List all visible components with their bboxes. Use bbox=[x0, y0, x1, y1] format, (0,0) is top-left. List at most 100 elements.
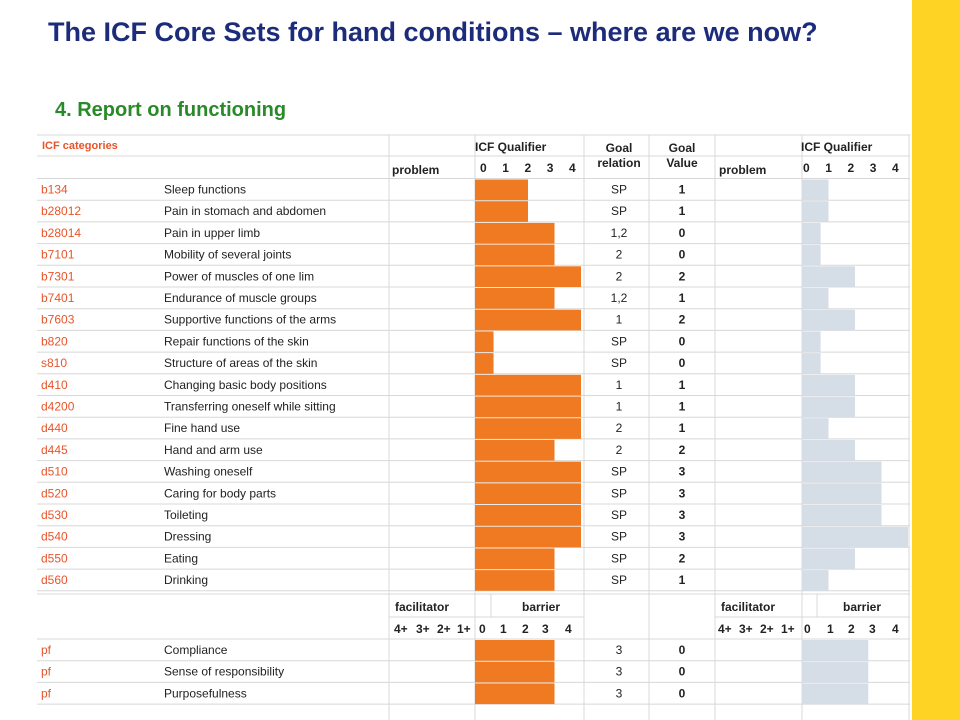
bar-after bbox=[802, 683, 869, 705]
bar-after bbox=[802, 309, 855, 331]
bar-before bbox=[475, 288, 555, 309]
table-text: ICF categories ICF Qualifier Goal relati… bbox=[41, 140, 899, 700]
row-goal-relation: 2 bbox=[616, 269, 623, 283]
row-name: Purposefulness bbox=[164, 686, 247, 700]
goal-value-header-line2: Value bbox=[666, 156, 698, 170]
bar-before bbox=[475, 179, 528, 201]
row-goal-value: 0 bbox=[679, 226, 686, 240]
report-svg: ICF categories ICF Qualifier Goal relati… bbox=[37, 134, 910, 720]
row-goal-relation: 3 bbox=[616, 643, 623, 657]
bar-after bbox=[802, 661, 869, 683]
row-goal-value: 2 bbox=[679, 443, 686, 457]
accent-bar bbox=[912, 0, 960, 720]
row-goal-relation: SP bbox=[611, 573, 627, 587]
row-goal-value: 1 bbox=[679, 183, 686, 197]
bar-after bbox=[802, 374, 855, 396]
bar-before bbox=[475, 483, 581, 504]
row-code: d540 bbox=[41, 530, 68, 544]
row-goal-relation: SP bbox=[611, 356, 627, 370]
qualifier-bars bbox=[475, 179, 908, 705]
row-goal-relation: 2 bbox=[616, 421, 623, 435]
bar-before bbox=[475, 374, 581, 396]
bar-after bbox=[802, 418, 829, 439]
row-goal-value: 0 bbox=[679, 356, 686, 370]
bar-after bbox=[802, 570, 829, 591]
row-goal-value: 0 bbox=[679, 665, 686, 679]
row-code: d410 bbox=[41, 378, 68, 392]
personal-scale-label-after: 3 bbox=[869, 622, 876, 636]
row-code: b7101 bbox=[41, 248, 75, 262]
bar-after bbox=[802, 266, 855, 287]
personal-scale-label-after: 1+ bbox=[781, 622, 795, 636]
row-code: d445 bbox=[41, 443, 68, 457]
icf-qualifier-header-after: ICF Qualifier bbox=[801, 140, 873, 154]
row-goal-relation: SP bbox=[611, 486, 627, 500]
row-goal-relation: 1,2 bbox=[611, 291, 628, 305]
slide-title: The ICF Core Sets for hand conditions – … bbox=[48, 17, 818, 47]
bar-after bbox=[802, 353, 821, 374]
row-goal-relation: 1 bbox=[616, 400, 623, 414]
row-goal-value: 1 bbox=[679, 421, 686, 435]
bar-after bbox=[802, 201, 829, 222]
personal-scale-label-before: 2 bbox=[522, 622, 529, 636]
row-code: d530 bbox=[41, 508, 68, 522]
bar-after bbox=[802, 640, 869, 661]
bar-before bbox=[475, 548, 555, 570]
bar-before bbox=[475, 222, 555, 244]
row-code: b134 bbox=[41, 183, 68, 197]
bar-before bbox=[475, 244, 555, 266]
personal-scale-label-before: 2+ bbox=[437, 622, 451, 636]
row-code: d520 bbox=[41, 486, 68, 500]
personal-scale-label-before: 4 bbox=[565, 622, 572, 636]
row-goal-relation: SP bbox=[611, 551, 627, 565]
row-goal-value: 2 bbox=[679, 313, 686, 327]
row-name: Structure of areas of the skin bbox=[164, 356, 317, 370]
bar-after bbox=[802, 396, 855, 418]
personal-scale-label-before: 1 bbox=[500, 622, 507, 636]
bar-before bbox=[475, 661, 555, 683]
row-code: d440 bbox=[41, 421, 68, 435]
row-name: Pain in stomach and abdomen bbox=[164, 204, 326, 218]
row-code: b28012 bbox=[41, 204, 81, 218]
row-goal-value: 1 bbox=[679, 573, 686, 587]
row-name: Caring for body parts bbox=[164, 486, 276, 500]
row-goal-value: 0 bbox=[679, 686, 686, 700]
row-goal-relation: SP bbox=[611, 530, 627, 544]
row-goal-value: 3 bbox=[679, 486, 686, 500]
row-goal-relation: 1,2 bbox=[611, 226, 628, 240]
row-code: b28014 bbox=[41, 226, 81, 240]
goal-relation-header-line2: relation bbox=[597, 156, 640, 170]
row-goal-value: 3 bbox=[679, 465, 686, 479]
bar-before bbox=[475, 331, 494, 353]
row-name: Sense of responsibility bbox=[164, 665, 284, 679]
row-name: Washing oneself bbox=[164, 465, 253, 479]
row-name: Power of muscles of one lim bbox=[164, 269, 314, 283]
scale-label-before: 3 bbox=[547, 161, 554, 175]
scale-label-after: 4 bbox=[892, 161, 899, 175]
row-goal-relation: SP bbox=[611, 508, 627, 522]
row-name: Toileting bbox=[164, 508, 208, 522]
row-goal-value: 0 bbox=[679, 643, 686, 657]
personal-scale-label-after: 1 bbox=[827, 622, 834, 636]
row-code: s810 bbox=[41, 356, 67, 370]
row-code: b7603 bbox=[41, 313, 75, 327]
row-goal-value: 3 bbox=[679, 530, 686, 544]
row-goal-relation: 3 bbox=[616, 686, 623, 700]
scale-label-after: 2 bbox=[848, 161, 855, 175]
row-name: Changing basic body positions bbox=[164, 378, 327, 392]
bar-before bbox=[475, 201, 528, 222]
row-goal-value: 1 bbox=[679, 400, 686, 414]
row-name: Compliance bbox=[164, 643, 228, 657]
barrier-header-before: barrier bbox=[522, 600, 560, 614]
bar-before bbox=[475, 418, 581, 439]
scale-label-after: 0 bbox=[803, 161, 810, 175]
barrier-header-after: barrier bbox=[843, 600, 881, 614]
personal-scale-label-after: 2 bbox=[848, 622, 855, 636]
scale-label-before: 2 bbox=[525, 161, 532, 175]
bar-after bbox=[802, 222, 821, 244]
problem-header-before: problem bbox=[392, 163, 439, 177]
row-goal-value: 2 bbox=[679, 269, 686, 283]
bar-before bbox=[475, 570, 555, 591]
row-goal-relation: 3 bbox=[616, 665, 623, 679]
row-code: d510 bbox=[41, 465, 68, 479]
